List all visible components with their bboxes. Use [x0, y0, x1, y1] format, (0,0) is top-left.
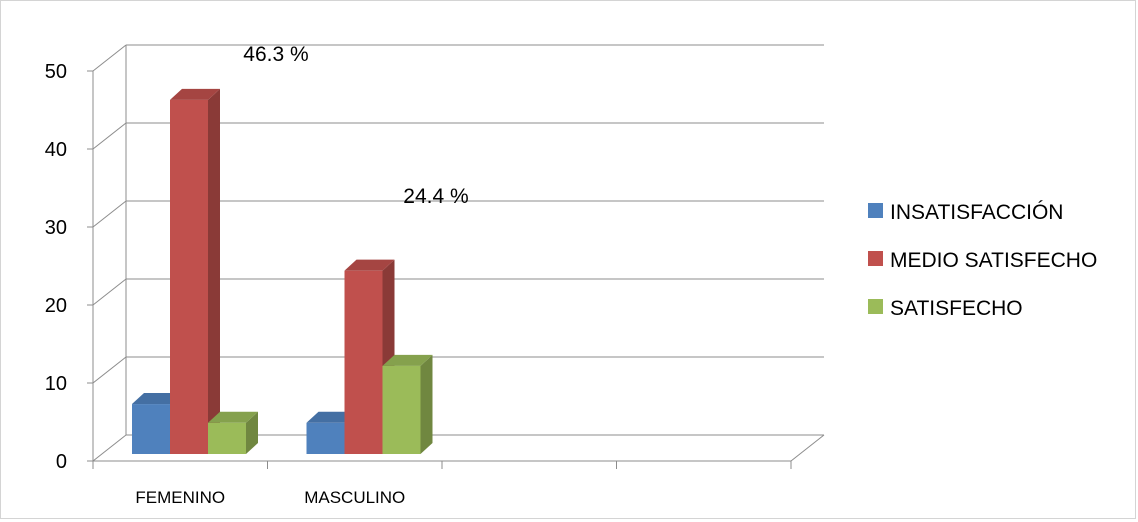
- bar-top: [208, 411, 258, 423]
- bar-side: [208, 88, 220, 455]
- legend-swatch: [868, 251, 883, 266]
- bar-top: [132, 393, 182, 405]
- y-tick-label: 10: [45, 373, 67, 395]
- x-tick-label: FEMENINO: [135, 488, 225, 507]
- bar-side: [420, 354, 433, 454]
- bar-side: [246, 411, 258, 454]
- bar-top: [306, 411, 357, 423]
- y-tick-label: 30: [45, 217, 67, 239]
- bar-layer: [132, 88, 433, 455]
- legend-layer: INSATISFACCIÓN MEDIO SATISFECHO SATISFECHO: [868, 201, 1097, 320]
- data-label: 24.4 %: [403, 185, 468, 208]
- bar: [382, 365, 421, 454]
- legend-label: MEDIO SATISFECHO: [890, 249, 1097, 272]
- gridline-diagonal: [92, 122, 127, 150]
- data-label: 46.3 %: [243, 43, 308, 66]
- legend-swatch: [868, 203, 883, 218]
- floor-edge: [790, 434, 825, 462]
- legend-swatch: [868, 299, 883, 314]
- x-tick-label: MASCULINO: [304, 488, 405, 507]
- legend-label: SATISFECHO: [890, 297, 1023, 320]
- bar: [132, 404, 170, 454]
- bar: [344, 270, 383, 454]
- y-tick-label: 20: [45, 295, 67, 317]
- bar-top: [170, 88, 220, 100]
- bar: [306, 422, 345, 454]
- y-tick-label: 50: [45, 61, 67, 83]
- y-tick-label: 0: [56, 451, 67, 473]
- gridline-diagonal: [92, 434, 127, 462]
- legend-label: INSATISFACCIÓN: [890, 201, 1063, 224]
- bar: [208, 422, 246, 454]
- label-layer: FEMENINO MASCULINO 46.3 % 24.4 %: [135, 43, 468, 507]
- bar-top: [382, 354, 433, 366]
- gridline-diagonal: [92, 200, 127, 228]
- bar: [170, 99, 208, 455]
- y-tick-label: 40: [45, 139, 67, 161]
- gridline-diagonal: [92, 356, 127, 384]
- gridline-diagonal: [92, 278, 127, 306]
- bar-top: [344, 259, 395, 271]
- gridline-diagonal: [92, 44, 127, 72]
- axis-layer: 0 10 20 30 40 50: [45, 61, 825, 473]
